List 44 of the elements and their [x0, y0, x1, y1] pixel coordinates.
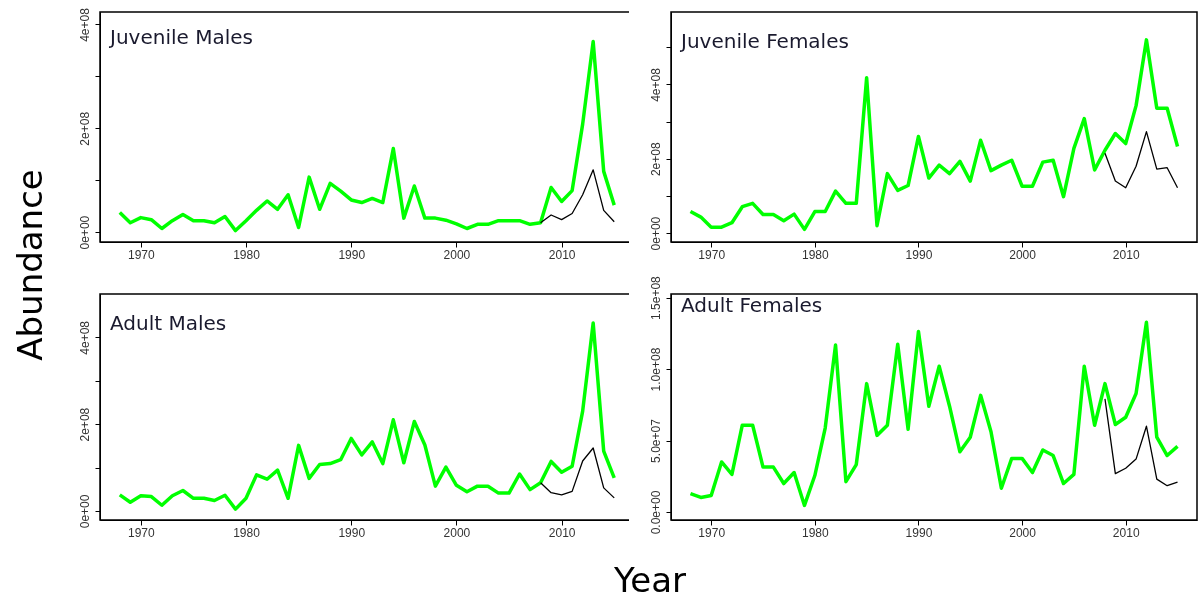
line-series: [539, 447, 615, 499]
chart-title: Adult Females: [681, 292, 823, 317]
x-tick-label: 2010: [548, 247, 576, 262]
x-tick-label: 2010: [548, 525, 576, 540]
x-tick-label: 1970: [698, 525, 726, 540]
x-tick-label: 1970: [127, 525, 155, 540]
x-tick-label: 1980: [233, 525, 261, 540]
line-series: [688, 320, 1180, 508]
y-tick-label: 0e+00: [77, 494, 92, 529]
y-tick-label: 0.0e+00: [648, 490, 663, 535]
y-tick-label: 2e+08: [77, 407, 92, 442]
line-series: [1104, 130, 1179, 189]
x-tick-label: 2010: [1112, 247, 1140, 262]
x-tick-label: 1980: [801, 525, 829, 540]
y-tick-label: 2e+08: [648, 142, 663, 177]
x-tick-label: 1980: [801, 247, 829, 262]
y-tick-label: 0e+00: [648, 216, 663, 251]
y-axis-title: Abundance: [10, 169, 50, 361]
y-tick-label: 4e+08: [77, 320, 92, 355]
text: Adult Males: [110, 311, 227, 335]
line-series: [1104, 398, 1179, 487]
x-tick-label: 1990: [338, 247, 366, 262]
y-tick-label: 0e+00: [77, 215, 92, 250]
x-tick-label: 1980: [233, 247, 261, 262]
y-tick-label: 2e+08: [77, 111, 92, 146]
x-tick-label: 2000: [1009, 525, 1037, 540]
text: Juvenile Males: [108, 24, 253, 49]
x-tick-label: 1990: [905, 247, 933, 262]
y-tick-label: 1.0e+08: [648, 347, 663, 392]
x-tick-label: 2000: [443, 525, 471, 540]
x-tick-label: 1970: [127, 247, 155, 262]
y-tick-label: 4e+08: [648, 67, 663, 102]
y-tick-label: 1.5e+08: [648, 275, 663, 320]
x-tick-label: 2010: [1112, 525, 1140, 540]
line-series: [539, 169, 615, 224]
y-tick-label: 5.0e+07: [648, 418, 663, 463]
text: Juvenile Females: [679, 29, 849, 53]
x-tick-label: 1990: [338, 525, 366, 540]
x-axis-title: Year: [614, 560, 686, 600]
x-tick-label: 1970: [698, 247, 726, 262]
x-tick-label: 2000: [443, 247, 471, 262]
x-tick-label: 2000: [1009, 247, 1037, 262]
y-tick-label: 4e+08: [77, 7, 92, 42]
x-tick-label: 1990: [905, 525, 933, 540]
